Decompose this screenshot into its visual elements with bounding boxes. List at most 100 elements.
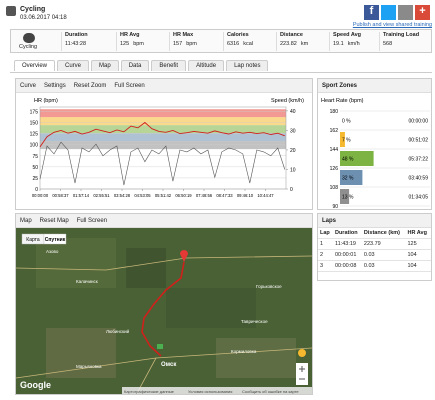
- toolbar-item[interactable]: Settings: [44, 82, 66, 89]
- y-tick-label: 175: [30, 109, 39, 115]
- tab[interactable]: Curve: [57, 60, 90, 71]
- zone-bound: 162: [330, 128, 339, 134]
- map-patch: [166, 288, 256, 328]
- twitter-button[interactable]: [381, 5, 396, 20]
- zones-panel: Sport Zones Heart Rate (bpm) 180 162 144 126 1…: [317, 78, 432, 210]
- zoom-icons: [299, 366, 305, 380]
- stat: Duration 11:43:28: [61, 32, 88, 51]
- hr-zone-band: [40, 133, 286, 142]
- x-tick-label: 05:51:42: [155, 193, 172, 198]
- hr-zone-band: [40, 125, 286, 134]
- place-label: Кормиловка: [231, 349, 257, 354]
- road: [16, 255, 312, 394]
- map-toolbar: Map Reset Map Full Screen: [16, 214, 312, 228]
- zone-percent: 13 %: [342, 195, 354, 201]
- laps-column: Lap: [318, 228, 333, 239]
- place-label: Любинский: [106, 328, 130, 334]
- laps-header: Laps: [318, 214, 431, 228]
- laps-column: Duration: [332, 228, 362, 239]
- share-link[interactable]: Publish and view shared training: [352, 22, 432, 28]
- tab[interactable]: Data: [120, 60, 150, 71]
- tab[interactable]: Altitude: [188, 60, 225, 71]
- stat: Calories 6316 kcal: [223, 32, 253, 51]
- tab[interactable]: Map: [91, 60, 119, 71]
- plot-frame: [39, 106, 287, 190]
- place-label: Марьяновка: [76, 364, 102, 369]
- attribution-text: Сообщить об ошибке на карте: [242, 389, 299, 394]
- zone-bound: 144: [330, 147, 339, 153]
- toolbar-item: Curve: [20, 82, 37, 89]
- stat-unit: km/h: [347, 41, 360, 47]
- lap-cell: 3: [318, 260, 333, 272]
- x-tick-label: 01:57:14: [73, 193, 90, 198]
- lap-cell: 2: [318, 249, 333, 261]
- stat-value: 125: [120, 41, 130, 47]
- lap-row: 2 00:00:01 0.03 104: [318, 249, 431, 261]
- toolbar-item[interactable]: Full Screen: [114, 82, 145, 89]
- mail-button[interactable]: [398, 5, 413, 20]
- tab[interactable]: Lap notes: [226, 60, 269, 71]
- zone-time: 05:37:22: [409, 157, 429, 163]
- map-panel: Map Reset Map Full Screen Омск Калачинск Люби…: [15, 213, 313, 395]
- y2-axis-label: Speed (km/h): [271, 98, 304, 104]
- zone-bar: [340, 170, 363, 185]
- lap-cell: 00:00:01: [332, 249, 362, 261]
- tab[interactable]: Overview: [14, 60, 56, 71]
- zone-time: 00:51:02: [409, 138, 429, 144]
- lap-cell: 223.79: [361, 238, 406, 250]
- stat-label: Distance: [280, 32, 303, 38]
- zone-time: 01:34:05: [409, 195, 429, 201]
- curve-toolbar: Curve Settings Reset Zoom Full Screen: [16, 79, 312, 93]
- map-patch: [36, 238, 116, 288]
- zone-bar: [340, 151, 374, 166]
- datetime: 03.06.2017 04:18: [20, 15, 67, 21]
- title: Cycling: [20, 6, 46, 13]
- stat-label: Duration: [65, 32, 88, 38]
- hr-zone-band: [40, 109, 286, 118]
- plus-button[interactable]: +: [415, 5, 430, 20]
- zones-title: Sport Zones: [322, 82, 358, 89]
- stat-label: HR Max: [173, 32, 194, 38]
- zone-time: 00:00:00: [409, 119, 429, 125]
- zone-bound: 126: [330, 166, 339, 172]
- sport-icon: [6, 6, 16, 16]
- zone-percent: 32 %: [342, 176, 354, 182]
- zones-chart: Heart Rate (bpm) 180 162 144 126 108 90 0 % 00:0…: [321, 98, 430, 209]
- sport-label: Cycling: [19, 44, 38, 50]
- map-type-button[interactable]: [43, 233, 67, 245]
- stat-value-row: 568: [383, 41, 419, 47]
- stat-label: Speed Avg: [333, 32, 362, 38]
- tab[interactable]: Benefit: [151, 60, 187, 71]
- toolbar-item[interactable]: Full Screen: [76, 217, 108, 224]
- map-patch: [126, 248, 166, 288]
- series-line: [39, 141, 286, 186]
- lap-cell: 125: [405, 238, 431, 250]
- tab-rule: [10, 72, 432, 73]
- x-tick-label: 03:54:28: [114, 193, 131, 198]
- lap-cell: 104: [405, 260, 431, 272]
- x-tick-label: 09:46:10: [237, 193, 254, 198]
- stat-value: 568: [383, 41, 393, 47]
- toolbar-item[interactable]: Reset Zoom: [73, 82, 107, 89]
- stat-value-row: 157 bpm: [173, 41, 197, 47]
- toolbar-item[interactable]: Reset Map: [39, 217, 69, 224]
- y-tick-label: 100: [30, 143, 39, 149]
- stat-value-row: 6316 kcal: [227, 41, 253, 47]
- zone-bound: 108: [330, 185, 339, 191]
- place-label: Азово: [46, 249, 59, 254]
- facebook-button[interactable]: f: [364, 5, 379, 20]
- stat: HR Avg 125 bpm: [116, 32, 144, 51]
- y2-tick-label: 40: [290, 109, 296, 115]
- map: Омск Калачинск Любинский Азово Таврическое Ма…: [16, 228, 312, 394]
- y-tick-label: 150: [30, 121, 39, 127]
- cycling-icon: [23, 33, 35, 43]
- stat-unit: bpm: [186, 41, 197, 47]
- x-tick-label: 06:50:19: [175, 193, 192, 198]
- lap-row: 1 11:43:19 223.79 125: [318, 238, 431, 250]
- pegman: [298, 349, 306, 357]
- map-type-label: Спутник: [45, 237, 66, 243]
- map-logo: Google: [20, 380, 51, 390]
- laps-header-row: Lap Duration Distance (km) HR Avg: [318, 228, 431, 239]
- zones-axis-label: Heart Rate (bpm): [321, 98, 364, 104]
